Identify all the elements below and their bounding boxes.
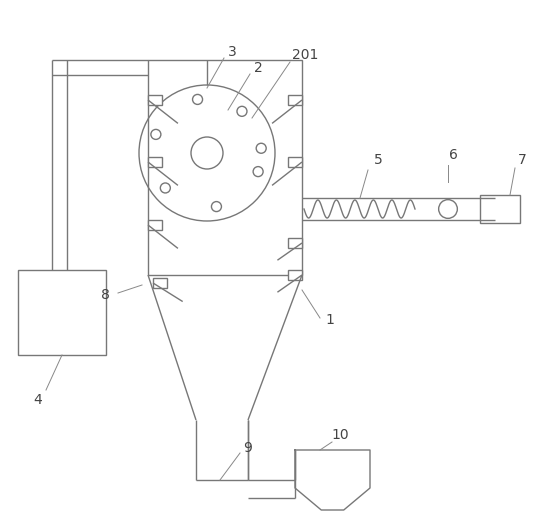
Circle shape [191, 137, 223, 169]
Bar [480, 195, 520, 223]
Text: 3: 3 [228, 45, 236, 59]
Bar [288, 270, 302, 280]
Bar [153, 278, 167, 288]
Text: 10: 10 [331, 428, 349, 442]
Text: 6: 6 [449, 148, 457, 162]
Bar [288, 95, 302, 105]
Text: 201: 201 [292, 48, 318, 62]
Text: 5: 5 [373, 153, 382, 167]
Text: 8: 8 [101, 288, 109, 302]
Text: 1: 1 [326, 313, 334, 327]
Bar [148, 157, 162, 167]
Bar [288, 238, 302, 248]
Bar [148, 95, 162, 105]
Text: 7: 7 [518, 153, 526, 167]
Text: 9: 9 [243, 441, 253, 455]
Bar [18, 270, 106, 355]
Bar [288, 157, 302, 167]
Bar [148, 220, 162, 230]
Bar [148, 60, 302, 275]
Text: 4: 4 [34, 393, 42, 407]
Text: 2: 2 [254, 61, 262, 75]
